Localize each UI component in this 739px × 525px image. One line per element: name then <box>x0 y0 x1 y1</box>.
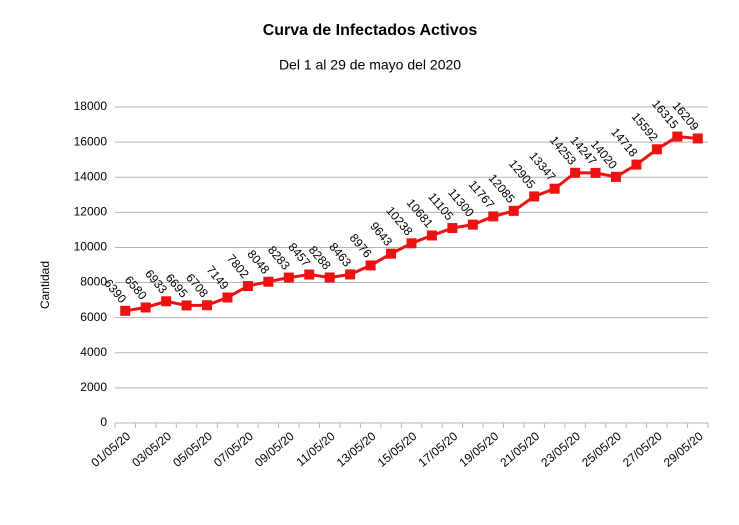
x-tick-label: 19/05/20 <box>456 429 501 470</box>
data-label: 15592 <box>629 110 661 145</box>
y-tick-label: 18000 <box>74 99 108 113</box>
data-point <box>508 205 519 216</box>
y-tick-label: 8000 <box>80 275 107 289</box>
data-point <box>324 272 335 283</box>
data-point <box>467 219 478 230</box>
y-tick-label: 6000 <box>80 310 107 324</box>
data-point <box>242 281 253 292</box>
data-point <box>692 133 703 144</box>
y-axis-label: Cantidad <box>38 261 52 309</box>
x-tick-label: 09/05/20 <box>252 429 297 470</box>
data-point <box>263 276 274 287</box>
x-tick-label: 21/05/20 <box>497 429 542 470</box>
x-tick-label: 27/05/20 <box>620 429 665 470</box>
data-point <box>447 223 458 234</box>
data-point <box>651 144 662 155</box>
chart-title: Curva de Infectados Activos <box>263 22 478 39</box>
y-tick-label: 4000 <box>80 345 107 359</box>
y-tick-label: 10000 <box>74 240 108 254</box>
chart-subtitle: Del 1 al 29 de mayo del 2020 <box>279 57 461 73</box>
data-point <box>488 211 499 222</box>
data-point <box>140 302 151 313</box>
x-tick-label: 05/05/20 <box>170 429 215 470</box>
data-point <box>570 167 581 178</box>
data-point <box>590 167 601 178</box>
data-point <box>202 300 213 311</box>
x-tick-label: 13/05/20 <box>334 429 379 470</box>
data-point <box>549 183 560 194</box>
data-point <box>672 131 683 142</box>
data-point <box>283 272 294 283</box>
x-tick-label: 17/05/20 <box>416 429 461 470</box>
data-point <box>426 230 437 241</box>
y-tick-label: 0 <box>100 415 107 429</box>
data-point <box>406 238 417 249</box>
data-point <box>631 159 642 170</box>
y-tick-label: 14000 <box>74 169 108 183</box>
y-tick-label: 16000 <box>74 134 108 148</box>
data-point <box>222 292 233 303</box>
data-point <box>386 248 397 259</box>
x-tick-label: 25/05/20 <box>579 429 624 470</box>
data-point <box>120 305 131 316</box>
data-point <box>529 191 540 202</box>
data-point <box>181 300 192 311</box>
data-point <box>161 296 172 307</box>
data-label: 9643 <box>367 219 395 249</box>
data-point <box>610 171 621 182</box>
x-tick-label: 07/05/20 <box>211 429 256 470</box>
y-tick-label: 12000 <box>74 205 108 219</box>
x-tick-label: 15/05/20 <box>375 429 420 470</box>
y-tick-label: 2000 <box>80 380 107 394</box>
data-point <box>304 269 315 280</box>
x-tick-label: 11/05/20 <box>294 429 338 469</box>
data-point <box>365 260 376 271</box>
data-point <box>345 269 356 280</box>
x-tick-label: 29/05/20 <box>661 429 706 470</box>
x-tick-label: 01/05/20 <box>88 429 133 470</box>
x-tick-label: 03/05/20 <box>129 429 174 470</box>
x-tick-label: 23/05/20 <box>538 429 583 470</box>
